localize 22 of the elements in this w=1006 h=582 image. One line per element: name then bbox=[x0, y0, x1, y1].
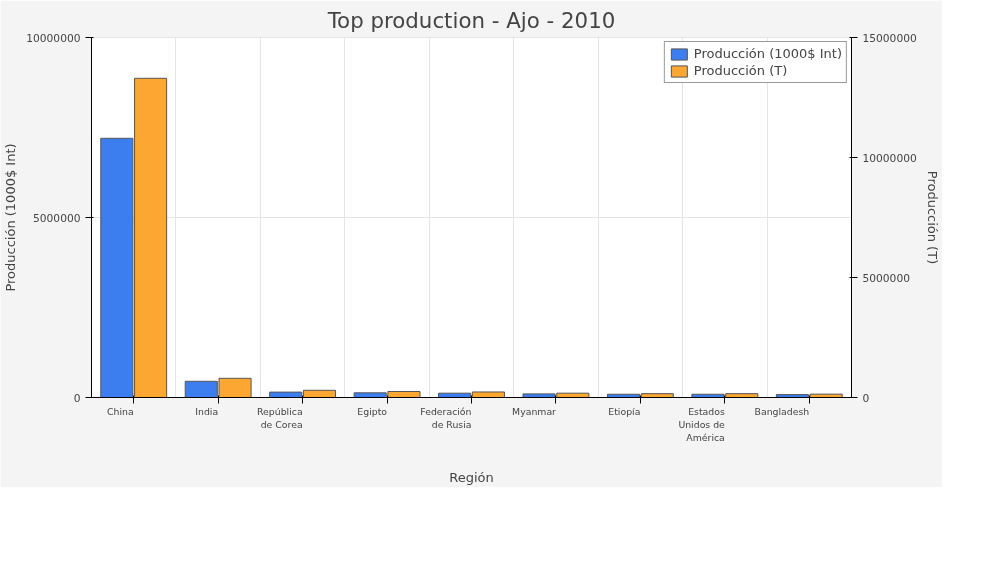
y-tick-label: 5000000 bbox=[33, 211, 81, 225]
y2-tick-label: 5000000 bbox=[862, 271, 911, 285]
y-axis-title: Producción (1000$ Int) bbox=[3, 143, 19, 292]
y2-tick-label: 15000000 bbox=[862, 31, 917, 45]
x-tick-label: Estados Unidos de América bbox=[678, 405, 726, 444]
x-tick-label: Bangladesh bbox=[754, 405, 810, 417]
x-tick-label: Federación de Rusia bbox=[420, 405, 472, 430]
x-tick-label: China bbox=[107, 405, 134, 417]
y-tick-label: 10000000 bbox=[26, 31, 81, 45]
legend-label: Producción (1000$ Int) bbox=[693, 46, 842, 61]
x-tick-label: Etiopía bbox=[608, 405, 641, 417]
legend-label: Producción (T) bbox=[693, 63, 788, 78]
x-tick-label: República de Corea bbox=[257, 405, 303, 430]
x-tick-label: Egipto bbox=[357, 405, 388, 417]
x-axis-title: Región bbox=[449, 469, 494, 485]
y2-axis-title: Producción (T) bbox=[924, 170, 940, 265]
y-tick-label: 0 bbox=[73, 391, 81, 405]
y2-tick-label: 10000000 bbox=[862, 151, 917, 165]
chart-title: Top production - Ajo - 2010 bbox=[326, 7, 616, 33]
x-tick-label: Myanmar bbox=[512, 405, 557, 417]
x-tick-label: India bbox=[195, 405, 219, 417]
y2-tick-label: 0 bbox=[862, 391, 870, 405]
